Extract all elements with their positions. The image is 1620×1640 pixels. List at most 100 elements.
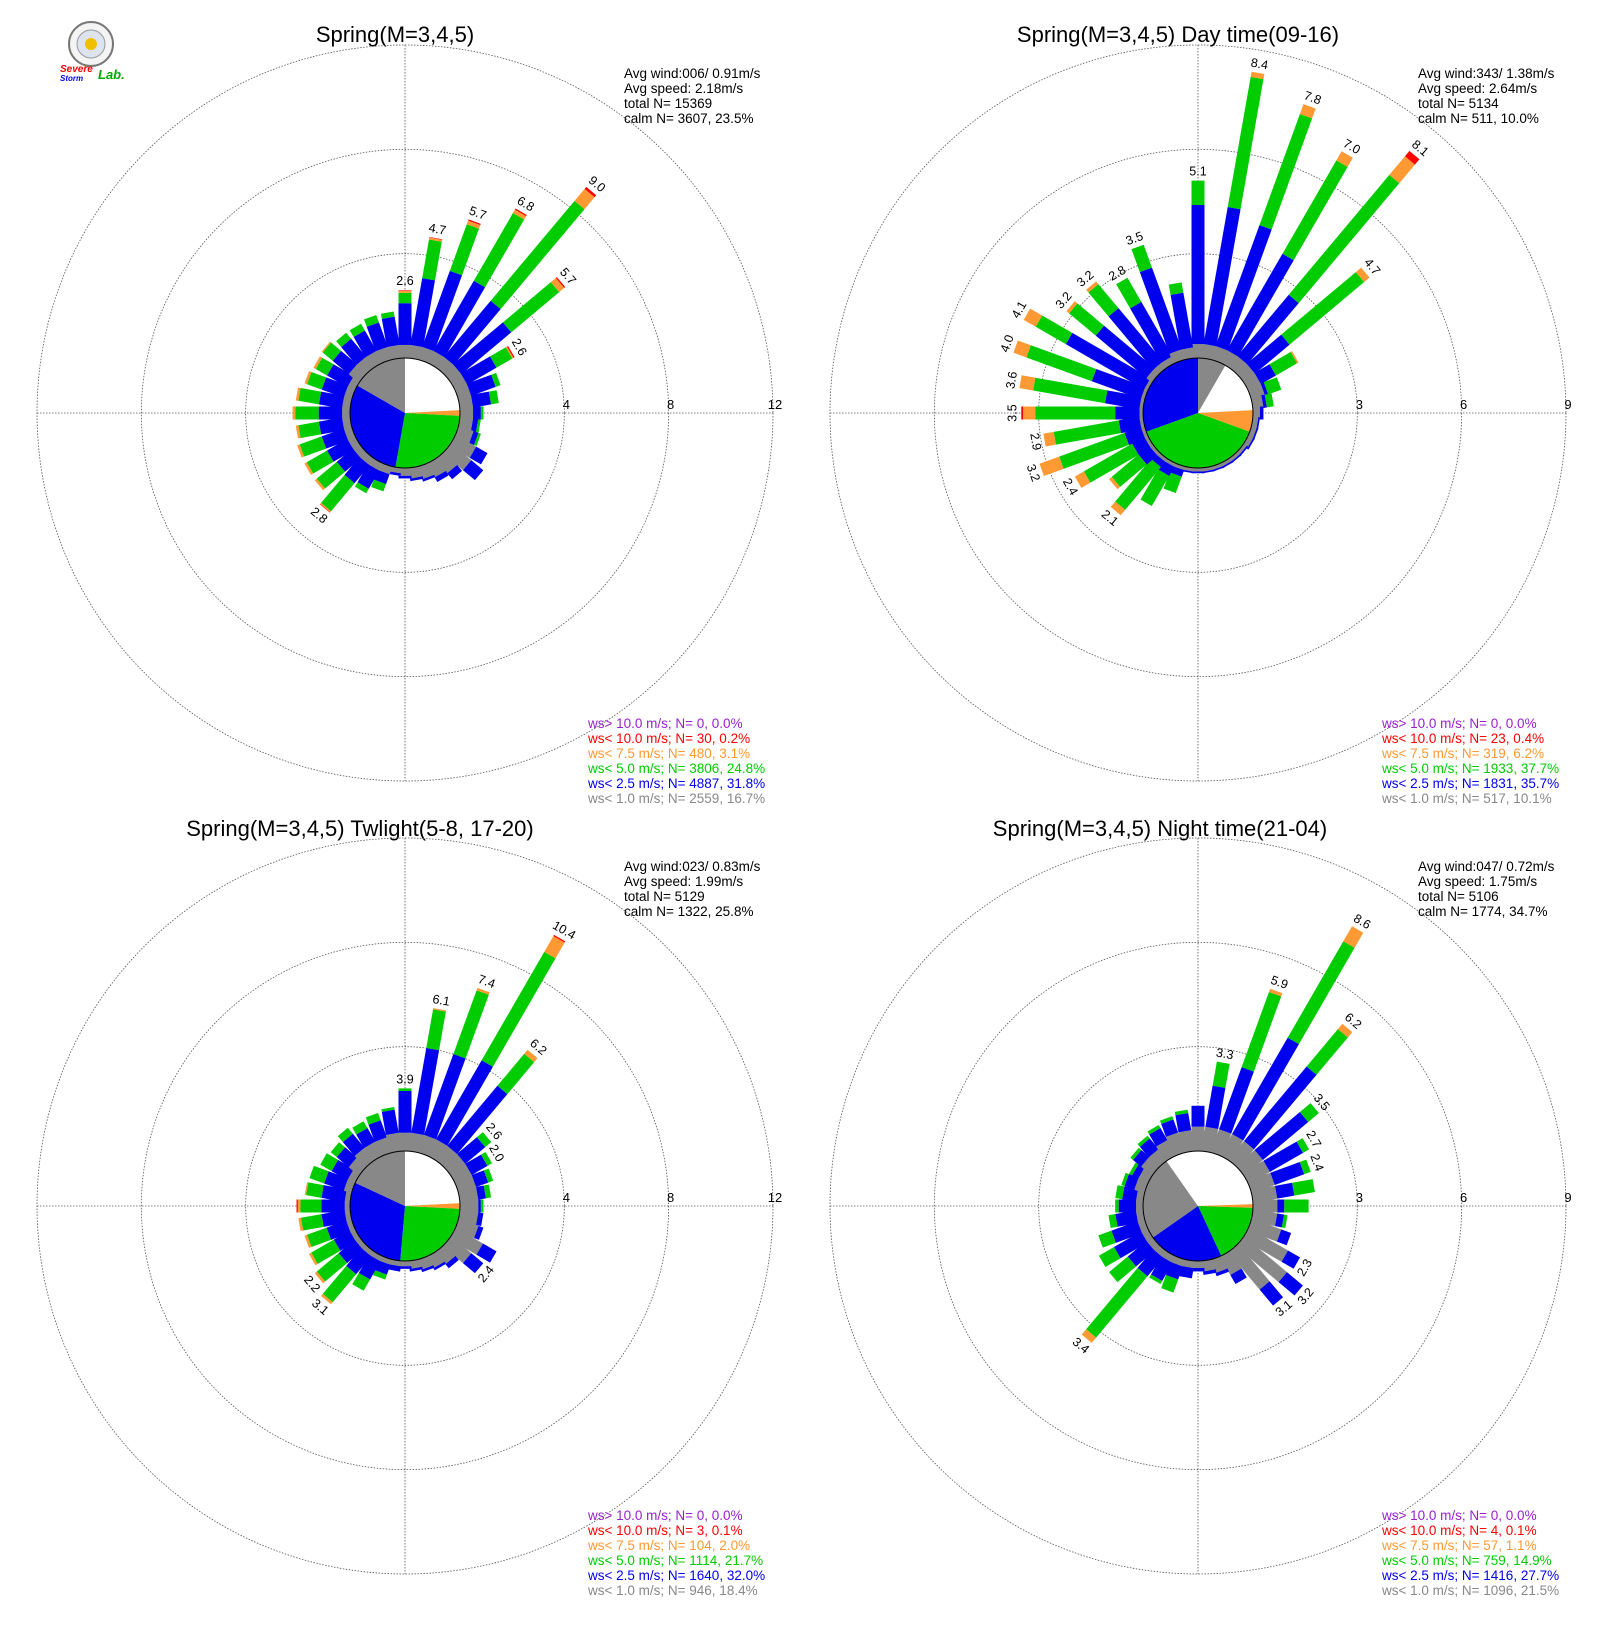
stat-total-n: total N= 5134 bbox=[1418, 96, 1499, 111]
ring-8 bbox=[140, 148, 670, 678]
bar-segment-blue bbox=[336, 448, 362, 472]
bar-segment-orange bbox=[308, 1252, 318, 1266]
bar-dir-330 bbox=[352, 1121, 384, 1162]
bar-segment-gray bbox=[1219, 1250, 1242, 1275]
ring-label: 12 bbox=[768, 397, 782, 412]
bar-segment-blue bbox=[421, 1265, 435, 1273]
bar-segment-gray bbox=[1235, 1150, 1263, 1176]
bar-segment-gray bbox=[426, 1139, 448, 1162]
bar-segment-green bbox=[315, 357, 334, 376]
bar-segment-green bbox=[311, 1239, 341, 1264]
bar-segment-green bbox=[398, 1088, 412, 1092]
bar-dir-70 bbox=[454, 1168, 494, 1194]
bar-segment-gray bbox=[1201, 1259, 1216, 1272]
bar-segment-red bbox=[584, 186, 597, 198]
bar-segment-gray bbox=[1235, 1236, 1287, 1283]
bar-segment-green bbox=[1284, 1199, 1309, 1213]
bar-segment-blue bbox=[469, 431, 479, 446]
ring-4 bbox=[245, 1046, 565, 1366]
stat-calm-n: calm N= 1322, 25.8% bbox=[624, 904, 753, 919]
bar-segment-blue bbox=[1115, 406, 1140, 420]
legend-entry-c25: ws< 2.5 m/s; N= 4887, 31.8% bbox=[587, 776, 765, 791]
stat-calm-n: calm N= 511, 10.0% bbox=[1418, 111, 1539, 126]
bar-dir-110 bbox=[1247, 1218, 1292, 1246]
bar-segment-blue bbox=[1219, 1067, 1254, 1134]
bar-segment-orange bbox=[1039, 456, 1064, 476]
bar-segment-gray bbox=[1191, 1126, 1205, 1151]
bar-segment-blue bbox=[465, 1154, 488, 1175]
bar-dir-90 bbox=[459, 406, 484, 420]
bar-label-dir-280: 3.6 bbox=[1003, 370, 1020, 390]
bar-segment-green bbox=[1269, 352, 1298, 376]
bar-dir-340 bbox=[1159, 1116, 1186, 1157]
bar-dir-130 bbox=[1235, 1236, 1303, 1296]
bar-label-dir-10: 4.7 bbox=[428, 221, 448, 238]
bar-segment-orange bbox=[304, 1234, 312, 1248]
pie-slice-white bbox=[1198, 1151, 1253, 1206]
legend-entry-c75: ws< 7.5 m/s; N= 57, 1.1% bbox=[1381, 1538, 1537, 1553]
bar-segment-green bbox=[491, 372, 501, 387]
bar-segment-gray bbox=[1191, 468, 1205, 472]
legend-entry-c10: ws< 10.0 m/s; N= 4, 0.1% bbox=[1381, 1523, 1537, 1538]
bar-segment-blue bbox=[1113, 1231, 1148, 1259]
bar-dir-170 bbox=[408, 466, 424, 482]
pie-slice-c50 bbox=[1198, 1206, 1253, 1256]
bar-segment-blue bbox=[398, 1266, 412, 1269]
bar-dir-350 bbox=[1174, 1109, 1195, 1153]
bar-segment-green bbox=[1129, 1162, 1139, 1176]
bar-dir-250 bbox=[1098, 1218, 1149, 1248]
bar-segment-blue bbox=[1246, 437, 1255, 450]
bar-segment-blue bbox=[1175, 1113, 1192, 1133]
bar-dir-170 bbox=[408, 1259, 423, 1272]
bar-segment-gray bbox=[1180, 347, 1195, 360]
bar-segment-blue bbox=[373, 469, 390, 485]
bar-segment-blue bbox=[1137, 1249, 1164, 1277]
bar-segment-blue bbox=[434, 470, 449, 482]
bar-segment-blue bbox=[1191, 1105, 1205, 1127]
bar-segment-blue bbox=[331, 1159, 354, 1181]
bar-dir-270 bbox=[296, 1199, 350, 1213]
bar-segment-gray bbox=[1201, 466, 1215, 472]
bar-segment-blue bbox=[1278, 1272, 1303, 1296]
bar-dir-120 bbox=[449, 1227, 497, 1263]
bar-segment-blue bbox=[1230, 1268, 1247, 1284]
bar-segment-gray bbox=[458, 394, 474, 410]
ring-label: 9 bbox=[1564, 1190, 1571, 1205]
bar-label-dir-290: 4.0 bbox=[998, 333, 1017, 354]
bar-segment-green bbox=[480, 406, 484, 420]
bar-segment-blue bbox=[433, 280, 486, 358]
stat-avg-wind: Avg wind:006/ 0.91m/s bbox=[624, 66, 761, 81]
bar-segment-red bbox=[398, 290, 412, 291]
bar-segment-blue bbox=[1254, 1112, 1309, 1160]
bar-segment-blue bbox=[1260, 382, 1269, 396]
bar-segment-blue bbox=[1275, 1213, 1285, 1228]
bar-segment-blue bbox=[1237, 294, 1299, 365]
bar-segment-blue bbox=[1244, 1066, 1317, 1150]
bar-segment-gray bbox=[364, 1141, 384, 1162]
bar-segment-gray bbox=[449, 1227, 483, 1255]
bar-segment-blue bbox=[410, 278, 435, 348]
ring-label: 3 bbox=[1356, 1190, 1363, 1205]
bar-segment-gray bbox=[435, 1243, 456, 1265]
bar-segment-green bbox=[1292, 1179, 1315, 1196]
bar-segment-orange bbox=[298, 1217, 304, 1232]
bar-dir-290 bbox=[1013, 340, 1149, 401]
legend-entry-c10calm: ws< 1.0 m/s; N= 1096, 21.5% bbox=[1381, 1583, 1559, 1598]
bar-segment-green bbox=[1111, 454, 1147, 487]
bar-segment-gray bbox=[408, 466, 423, 479]
bar-dir-60 bbox=[1242, 351, 1299, 392]
legend-entry-c25: ws< 2.5 m/s; N= 1416, 27.7% bbox=[1381, 1568, 1559, 1583]
bar-segment-gray bbox=[426, 457, 446, 478]
bar-segment-blue bbox=[1179, 1265, 1194, 1279]
bar-dir-90 bbox=[1253, 1199, 1309, 1213]
bar-segment-orange bbox=[1110, 501, 1126, 516]
bar-segment-green bbox=[1168, 282, 1184, 295]
logo-text-storm: Storm bbox=[60, 74, 83, 83]
bar-segment-blue bbox=[321, 377, 349, 398]
bar-segment-blue bbox=[344, 456, 370, 484]
bar-segment-green bbox=[321, 474, 355, 512]
bar-segment-green bbox=[300, 1214, 324, 1231]
bar-segment-blue bbox=[326, 1220, 351, 1240]
bar-segment-blue bbox=[1246, 334, 1290, 374]
bar-segment-blue bbox=[433, 1261, 446, 1271]
